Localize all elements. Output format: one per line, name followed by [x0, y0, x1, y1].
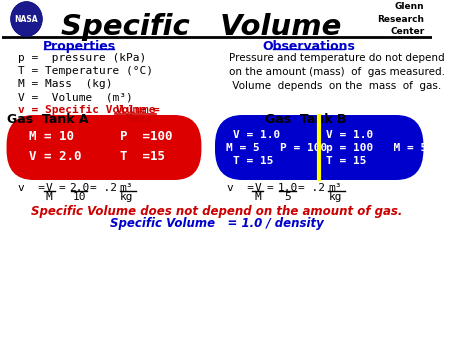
Text: V: V — [46, 183, 53, 193]
Circle shape — [11, 2, 42, 36]
Text: v  =: v = — [18, 183, 46, 193]
Text: T = 15: T = 15 — [326, 156, 366, 166]
Text: Gas  Tank B: Gas Tank B — [265, 113, 346, 126]
Text: V = 1.0: V = 1.0 — [326, 130, 373, 140]
Text: T  =15: T =15 — [120, 150, 165, 163]
Text: Specific   Volume: Specific Volume — [61, 13, 342, 41]
Text: Gas  Tank A: Gas Tank A — [7, 113, 88, 126]
FancyBboxPatch shape — [215, 115, 423, 180]
Text: v = Specific Volume =: v = Specific Volume = — [18, 105, 167, 115]
Text: p =  pressure (kPa): p = pressure (kPa) — [18, 53, 146, 63]
Text: 1.0: 1.0 — [277, 183, 298, 193]
Text: Specific Volume does not depend on the amount of gas.: Specific Volume does not depend on the a… — [31, 205, 402, 218]
Text: =: = — [267, 183, 273, 193]
Text: = .2: = .2 — [90, 183, 117, 193]
Text: T = 15: T = 15 — [233, 156, 273, 166]
Text: Volume: Volume — [115, 105, 156, 115]
Text: Glenn
Research
Center: Glenn Research Center — [377, 2, 424, 36]
Text: m³: m³ — [328, 183, 342, 193]
Text: V =  Volume  (m³): V = Volume (m³) — [18, 92, 133, 102]
Text: p = 100   M = 5: p = 100 M = 5 — [326, 143, 427, 153]
Text: V: V — [254, 183, 261, 193]
Text: M: M — [46, 192, 53, 202]
Text: v  =: v = — [227, 183, 254, 193]
Text: m³: m³ — [120, 183, 133, 193]
Text: M = 10: M = 10 — [29, 130, 74, 143]
Text: Observations: Observations — [262, 40, 355, 53]
Text: Mass: Mass — [125, 114, 152, 124]
Text: M = 5   P = 100: M = 5 P = 100 — [226, 143, 327, 153]
Text: M = Mass  (kg): M = Mass (kg) — [18, 79, 113, 89]
Text: NASA: NASA — [15, 15, 38, 23]
Text: M: M — [254, 192, 261, 202]
FancyBboxPatch shape — [7, 115, 201, 180]
Text: 2.0: 2.0 — [69, 183, 89, 193]
Text: kg: kg — [120, 192, 133, 202]
Text: kg: kg — [328, 192, 342, 202]
Text: V = 2.0: V = 2.0 — [29, 150, 82, 163]
Text: V = 1.0: V = 1.0 — [233, 130, 280, 140]
Text: T = Temperature (°C): T = Temperature (°C) — [18, 66, 153, 76]
Text: 10: 10 — [73, 192, 86, 202]
Text: Properties: Properties — [43, 40, 116, 53]
Text: 5: 5 — [284, 192, 291, 202]
Text: Pressure and temperature do not depend
on the amount (mass)  of  gas measured.
 : Pressure and temperature do not depend o… — [228, 53, 445, 91]
Text: =: = — [58, 183, 65, 193]
Text: = .2: = .2 — [298, 183, 325, 193]
Text: P  =100: P =100 — [120, 130, 173, 143]
Text: Specific Volume   = 1.0 / density: Specific Volume = 1.0 / density — [110, 217, 324, 230]
Circle shape — [11, 2, 42, 36]
